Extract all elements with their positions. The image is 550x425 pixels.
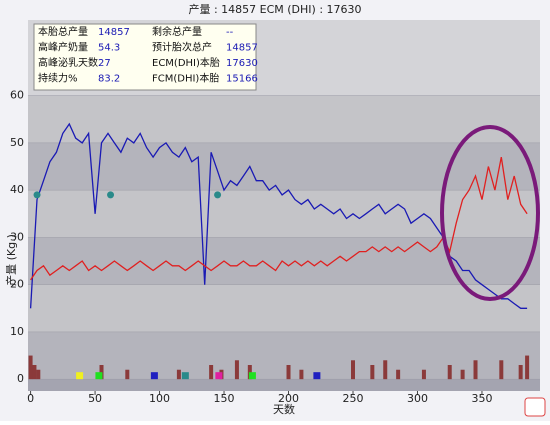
x-axis-label: 天数 [273, 403, 295, 416]
info-label: 剩余总产量 [152, 25, 202, 38]
event-point [107, 191, 115, 199]
event-bar [99, 365, 104, 380]
info-value: 17630 [226, 58, 258, 69]
event-point [33, 191, 41, 199]
event-bar [370, 365, 375, 380]
info-label: 持续力% [38, 72, 78, 85]
y-tick-label: 50 [10, 136, 24, 149]
info-value: 54.3 [98, 43, 120, 54]
event-marker [150, 372, 158, 380]
event-bar [460, 369, 465, 380]
x-tick-label: 200 [278, 392, 299, 405]
event-bar [473, 360, 478, 380]
plot-area [28, 20, 540, 395]
event-bar [383, 360, 388, 380]
chart-title: 产量 : 14857 ECM (DHI) : 17630 [188, 2, 361, 16]
band [28, 331, 540, 380]
event-marker [95, 372, 103, 380]
event-bar [350, 360, 355, 380]
info-value: 14857 [98, 27, 130, 38]
info-label: 高峰产奶量 [38, 41, 88, 54]
y-tick-label: 40 [10, 183, 24, 196]
x-tick-label: 350 [471, 392, 492, 405]
event-bar [518, 365, 523, 380]
info-value: -- [226, 27, 234, 38]
event-bar [36, 369, 41, 380]
info-box: 本胎总产量 14857 剩余总产量 -- 高峰产奶量 54.3 预计胎次总产 14857 高峰泌… [33, 23, 258, 91]
highlight-ellipse [440, 125, 540, 301]
event-marker [248, 372, 256, 380]
event-bar [234, 360, 239, 380]
info-value: 14857 [226, 43, 258, 54]
event-bar [421, 369, 426, 380]
info-value: 27 [98, 58, 111, 69]
band [28, 95, 540, 143]
y-tick-label: 60 [10, 89, 24, 102]
x-tick-label: 0 [27, 392, 34, 405]
y-tick-label: 0 [17, 372, 24, 385]
info-label: 高峰泌乳天数 [38, 56, 98, 69]
x-tick-label: 250 [342, 392, 363, 405]
x-tick-label: 150 [214, 392, 235, 405]
event-point [214, 191, 222, 199]
y-tick-label: 30 [10, 230, 24, 243]
y-axis-label: 产量 (Kg.) [4, 234, 18, 286]
x-tick-label: 300 [407, 392, 428, 405]
event-bar [247, 365, 252, 380]
band [28, 190, 540, 238]
info-label: FCM(DHI)本胎 [152, 72, 219, 85]
event-marker [313, 372, 321, 380]
event-bar [396, 369, 401, 380]
event-bar [125, 369, 130, 380]
info-label: 预计胎次总产 [152, 41, 212, 54]
x-tick-label: 50 [88, 392, 102, 405]
event-marker [215, 372, 223, 380]
info-value: 15166 [226, 74, 258, 85]
event-bar [28, 355, 33, 380]
band [28, 284, 540, 332]
info-value: 83.2 [98, 74, 120, 85]
event-bar [525, 355, 530, 380]
event-marker [181, 372, 189, 380]
event-marker [76, 372, 84, 380]
y-tick-label: 20 [10, 278, 24, 291]
band [28, 142, 540, 191]
band [28, 379, 540, 391]
x-tick-label: 100 [149, 392, 170, 405]
event-bar [209, 365, 214, 380]
event-bar [32, 365, 37, 380]
event-bar [176, 369, 181, 380]
info-label: ECM(DHI)本胎 [152, 56, 220, 69]
event-bar [299, 369, 304, 380]
event-bar [447, 365, 452, 380]
band [28, 237, 540, 285]
event-bar [286, 365, 291, 380]
info-box-frame [33, 23, 257, 91]
info-label: 本胎总产量 [38, 25, 88, 38]
y-tick-label: 10 [10, 325, 24, 338]
event-bar [499, 360, 504, 380]
corner-icon[interactable] [524, 397, 546, 417]
